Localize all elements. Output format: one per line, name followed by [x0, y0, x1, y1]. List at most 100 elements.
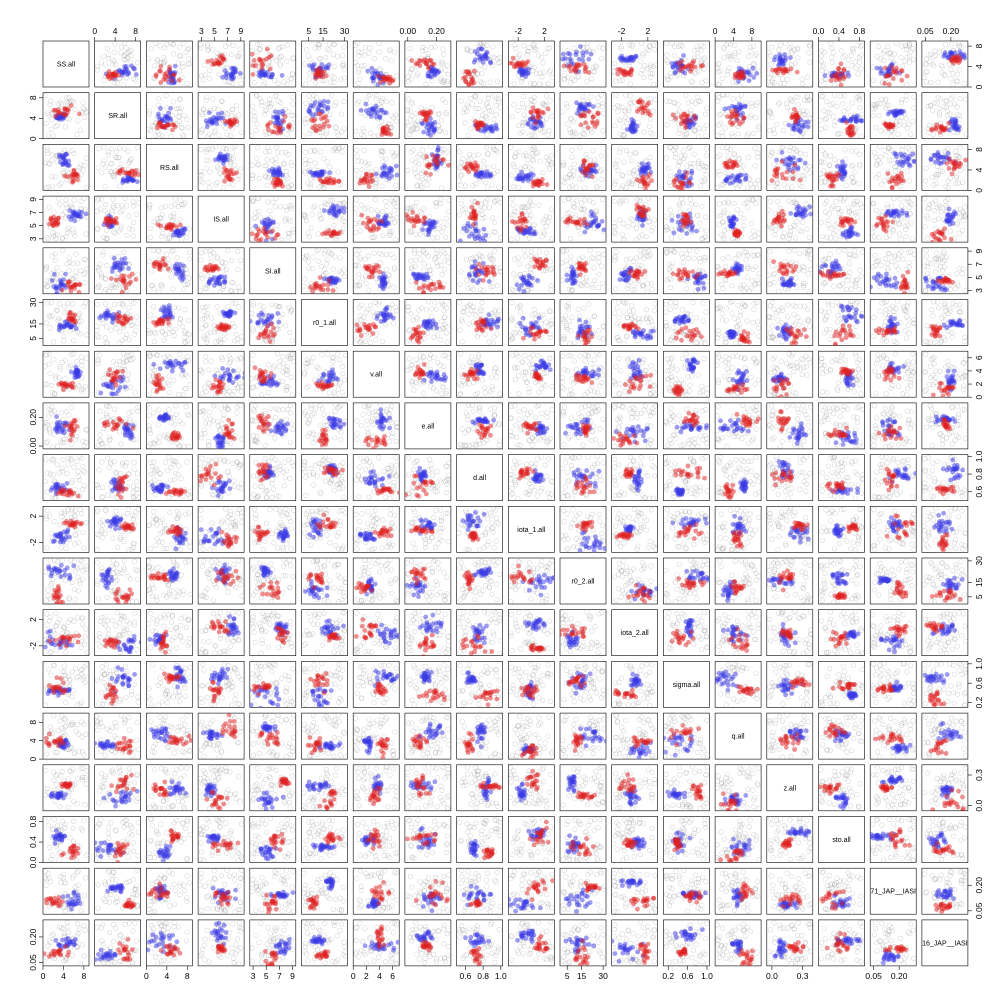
chain-b-point [849, 127, 855, 133]
prior-point [753, 115, 759, 121]
chain-b-point [267, 66, 273, 72]
prior-point [358, 202, 364, 208]
chain-b-point [409, 58, 415, 63]
prior-point [129, 227, 136, 233]
prior-point [265, 60, 271, 66]
prior-point [637, 58, 643, 64]
prior-point [548, 152, 554, 158]
prior-point [887, 50, 893, 56]
prior-point [460, 109, 467, 115]
prior-point [923, 69, 929, 75]
prior-point [911, 94, 917, 100]
prior-point [473, 105, 479, 112]
prior-point [66, 95, 72, 101]
prior-point [331, 75, 337, 81]
prior-point [256, 176, 262, 182]
prior-point [46, 204, 53, 210]
prior-point [571, 45, 577, 52]
prior-point [664, 122, 671, 128]
prior-point [317, 55, 323, 61]
prior-point [746, 53, 752, 60]
prior-point [697, 98, 704, 104]
chain-b-point [842, 74, 848, 80]
prior-point [698, 47, 704, 54]
prior-point [264, 156, 270, 163]
chain-a-point [420, 121, 426, 127]
prior-point [619, 104, 625, 110]
chain-a-point [83, 211, 89, 217]
prior-point [593, 64, 599, 70]
chain-b-point [170, 127, 175, 133]
prior-point [392, 49, 398, 55]
prior-point [162, 44, 168, 51]
chain-a-point [363, 101, 369, 107]
prior-point [721, 55, 727, 61]
prior-point [621, 107, 628, 114]
prior-point [797, 150, 803, 156]
chain-a-point [878, 65, 883, 71]
prior-point [667, 98, 673, 104]
chain-b-point [364, 171, 370, 177]
prior-point [334, 129, 340, 136]
chain-b-point [472, 160, 478, 166]
chain-b-point [700, 63, 706, 68]
prior-point [341, 44, 347, 50]
prior-point [199, 112, 205, 118]
panel-points [766, 93, 813, 139]
chain-a-point [307, 110, 313, 116]
chain-b-point [615, 71, 621, 77]
prior-point [923, 62, 929, 68]
prior-point [878, 128, 884, 134]
prior-point [600, 45, 606, 52]
prior-point [413, 126, 420, 132]
prior-point [618, 118, 624, 124]
prior-point [435, 111, 442, 118]
panel-points [95, 144, 141, 190]
prior-point [173, 105, 179, 112]
prior-point [260, 82, 266, 87]
prior-point [376, 49, 382, 55]
prior-point [956, 67, 963, 73]
prior-point [930, 107, 936, 113]
chain-a-point [222, 68, 228, 74]
prior-point [617, 149, 623, 155]
prior-point [235, 53, 241, 60]
chain-a-point [321, 99, 327, 104]
prior-point [220, 185, 226, 191]
chain-a-point [631, 118, 637, 124]
prior-point [626, 42, 633, 48]
prior-point [676, 108, 683, 114]
chain-a-point [727, 181, 733, 186]
chain-b-point [893, 181, 899, 187]
prior-point [81, 114, 87, 120]
prior-point [647, 130, 653, 136]
prior-point [314, 95, 320, 101]
prior-point [532, 133, 538, 139]
prior-point [331, 41, 337, 47]
prior-point [440, 77, 446, 84]
prior-point [404, 167, 411, 174]
prior-point [876, 172, 882, 178]
prior-point [253, 128, 259, 134]
chain-b-point [645, 108, 651, 114]
chain-a-point [488, 60, 494, 66]
prior-point [412, 121, 419, 127]
prior-point [50, 230, 56, 236]
chain-a-point [158, 105, 163, 111]
prior-point [716, 112, 723, 118]
prior-point [326, 41, 333, 47]
chain-a-point [369, 114, 374, 119]
chain-b-point [323, 73, 329, 79]
prior-point [895, 131, 901, 137]
chain-b-point [163, 74, 168, 79]
prior-point [520, 43, 527, 49]
prior-point [738, 92, 744, 98]
chain-b-point [209, 58, 215, 63]
prior-point [626, 107, 632, 113]
prior-point [627, 151, 633, 157]
prior-point [177, 108, 183, 115]
prior-point [749, 104, 755, 110]
chain-b-point [234, 170, 240, 176]
chain-b-point [440, 157, 445, 163]
prior-point [162, 58, 168, 64]
